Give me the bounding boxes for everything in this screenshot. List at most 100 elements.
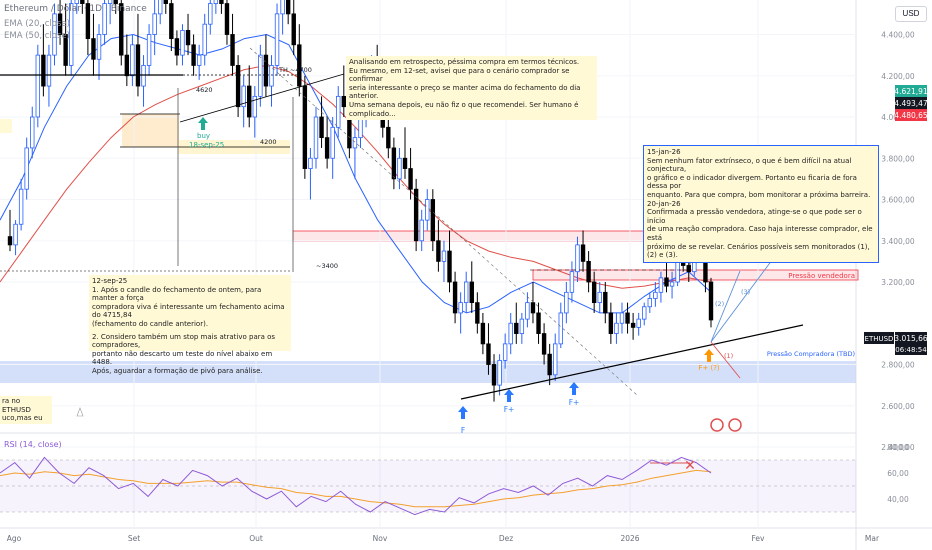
candle-body bbox=[235, 65, 241, 108]
candle-body bbox=[642, 306, 647, 320]
candle-body bbox=[263, 54, 269, 87]
note-line: uco,mas eu bbox=[2, 414, 43, 423]
candle-body bbox=[514, 322, 519, 334]
up-arrow-icon bbox=[704, 349, 714, 362]
up-arrow-icon bbox=[458, 406, 468, 419]
last-price-tag: 3.015,66 bbox=[894, 334, 928, 343]
symbol-tag-bg bbox=[864, 332, 894, 344]
rsi-ma-line bbox=[0, 469, 712, 508]
candle-body bbox=[208, 3, 213, 25]
label-f-plus-1: F+ bbox=[504, 405, 515, 414]
note-line: compradora viva é interessante um fecham… bbox=[92, 302, 285, 320]
candle-body bbox=[402, 157, 408, 169]
ema20-price-tag: 4.621,91 bbox=[894, 87, 928, 96]
candle-body bbox=[547, 353, 552, 376]
candle-body bbox=[274, 13, 280, 66]
ema50-legend[interactable]: EMA (50, close) bbox=[4, 31, 70, 41]
currency-button[interactable]: USD bbox=[895, 6, 927, 22]
candle-body bbox=[397, 157, 402, 180]
x-tick-label: Out bbox=[249, 534, 263, 543]
note-line: 1. Após o candle do fechamento de ontem,… bbox=[92, 285, 262, 303]
note-line: 12-sep-25 bbox=[92, 277, 128, 285]
label-f: F bbox=[461, 426, 465, 435]
level-price-tag: 4.480,65 bbox=[894, 111, 928, 120]
rsi-legend[interactable]: RSI (14, close) bbox=[4, 440, 62, 449]
us-flag-icon bbox=[728, 418, 742, 432]
note-line: 2. Considero também um stop mais atrativ… bbox=[92, 332, 276, 350]
note-jan-26: 15-jan-26 Sem nenhum fator extrínseco, o… bbox=[643, 145, 879, 263]
note-line: Confirmada a pressão vendedora, atinge-s… bbox=[647, 208, 862, 225]
up-arrow-icon bbox=[569, 382, 579, 395]
candle-body bbox=[352, 137, 358, 149]
note-line: Sem nenhum fator extrínseco, o que é bem… bbox=[647, 156, 852, 174]
scenario-2-arrow bbox=[710, 270, 741, 343]
candle-body bbox=[553, 343, 558, 376]
candle-body bbox=[497, 359, 502, 386]
buyer-pressure-zone bbox=[0, 361, 856, 383]
candle-body bbox=[146, 34, 152, 66]
pivot-marker-icon bbox=[76, 407, 84, 417]
scenario-1-arrow bbox=[710, 341, 741, 379]
candle-body bbox=[230, 34, 235, 66]
candle-body bbox=[258, 54, 263, 97]
candle-body bbox=[491, 364, 497, 386]
consolidation-box bbox=[122, 114, 179, 147]
candle-body bbox=[252, 95, 257, 118]
note-line: portanto não descarto um teste do nível … bbox=[92, 349, 273, 367]
candle-body bbox=[68, 3, 74, 66]
x-tick-label: Fev bbox=[752, 534, 766, 543]
label-f-plus-2: F+ bbox=[569, 398, 580, 407]
candle-body bbox=[152, 13, 157, 35]
label-th4700: TH ~4700 bbox=[278, 66, 312, 74]
candle-body bbox=[18, 188, 24, 225]
candle-body bbox=[324, 137, 330, 159]
candle-body bbox=[647, 298, 653, 308]
last-price-tag-bg bbox=[895, 332, 927, 355]
y-tick-label: 3.400,00 bbox=[881, 237, 915, 246]
candle-body bbox=[558, 312, 563, 345]
candle-body bbox=[41, 54, 46, 87]
note-line: próximo de se revelar. Cenários possívei… bbox=[647, 242, 870, 260]
candle-body bbox=[508, 322, 513, 345]
candle-body bbox=[52, 13, 57, 56]
candle-body bbox=[219, 0, 224, 4]
candle-body bbox=[35, 54, 41, 118]
candle-body bbox=[486, 343, 491, 365]
note-line: 15-jan-26 bbox=[647, 148, 681, 156]
candle-body bbox=[625, 312, 630, 324]
note-line: (fechamento do candle anterior). bbox=[92, 319, 209, 328]
pointer-line bbox=[179, 73, 345, 123]
note-12-sep: 12-sep-25 1. Após o candle do fechamento… bbox=[89, 275, 291, 375]
candle-body bbox=[525, 302, 530, 320]
label-buyer-zone: Pressão Compradora (TBD) bbox=[767, 350, 855, 358]
candle-body bbox=[330, 126, 335, 159]
candle-body bbox=[191, 44, 196, 66]
candle-body bbox=[630, 322, 636, 328]
candle-body bbox=[597, 291, 602, 304]
candle-body bbox=[708, 281, 714, 321]
candle-body bbox=[653, 291, 658, 299]
candle-body bbox=[502, 343, 508, 361]
candle-body bbox=[452, 281, 458, 314]
candle-body bbox=[74, 0, 79, 4]
y-tick-label: 3.800,00 bbox=[881, 154, 915, 163]
candle-body bbox=[308, 157, 313, 169]
rsi-y-tick-label: 40,00 bbox=[887, 495, 909, 504]
label-scenario-3: (3) bbox=[741, 288, 750, 296]
label-scenario-2: (2) bbox=[715, 300, 724, 308]
note-marker bbox=[0, 119, 12, 133]
note-left-cut: ra no ETHUSD uco,mas eu bbox=[0, 396, 52, 424]
candle-body bbox=[391, 147, 397, 180]
candle-body bbox=[302, 85, 308, 169]
candle-body bbox=[124, 54, 130, 77]
x-tick-label: Dez bbox=[499, 534, 513, 543]
note-line: Eu mesmo, em 12-set, avisei que para o c… bbox=[349, 66, 570, 84]
candle-body bbox=[269, 65, 274, 87]
candle-body bbox=[608, 312, 614, 334]
candle-body bbox=[185, 29, 191, 46]
candle-body bbox=[430, 199, 436, 242]
ema20-legend[interactable]: EMA (20, close) bbox=[4, 19, 70, 29]
label-4200: 4200 bbox=[260, 138, 277, 146]
candle-body bbox=[80, 0, 85, 4]
note-line: 20-jan-26 bbox=[647, 199, 681, 208]
